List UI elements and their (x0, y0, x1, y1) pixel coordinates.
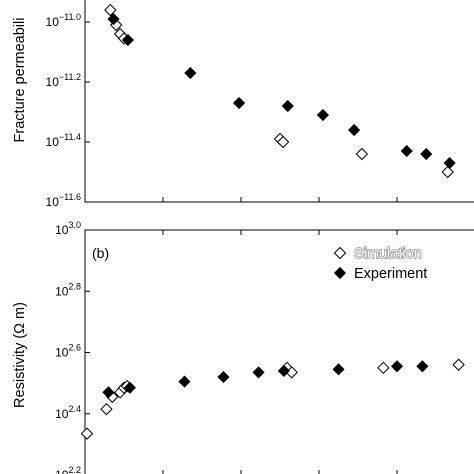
experiment-point (281, 99, 294, 113)
panel-label: (b) (92, 245, 109, 261)
experiment-point (178, 375, 191, 388)
simulation-point (100, 402, 113, 416)
y-tick-exponent: 2.6 (68, 343, 81, 353)
y-tick-base: 10 (55, 223, 69, 237)
y-tick-base: 10 (55, 284, 69, 298)
y-tick-exponent: 3.0 (68, 220, 81, 230)
experiment-point (121, 33, 134, 47)
experiment-point (232, 96, 246, 110)
y-tick-exponent: 2.4 (68, 404, 81, 414)
simulation-point (355, 147, 369, 161)
experiment-point (400, 144, 413, 158)
y-tick-exponent: −11.6 (59, 192, 81, 202)
experiment-point (416, 360, 429, 373)
y-tick-label: 102.4 (55, 404, 81, 421)
axes-frame (84, 0, 474, 203)
y-tick-base: 10 (46, 195, 60, 209)
legend-label: Experiment (354, 266, 427, 282)
y-tick-label: 10−11.2 (46, 72, 81, 89)
y-tick-exponent: −11.0 (59, 12, 81, 22)
experiment-point (332, 363, 345, 376)
y-tick-label: 103.0 (55, 220, 81, 237)
y-tick-exponent: −11.2 (59, 72, 81, 82)
experiment-point (390, 360, 404, 373)
y-axis-label: Resistivity (Ω m) (12, 302, 28, 408)
simulation-point (276, 135, 290, 149)
y-tick-label: 10−11.4 (46, 132, 81, 149)
experiment-point (102, 386, 115, 399)
y-tick-exponent: −11.4 (59, 132, 81, 142)
y-tick-base: 10 (46, 15, 60, 29)
experiment-point (443, 156, 456, 170)
legend-simulation-marker (333, 246, 347, 260)
y-tick-base: 10 (55, 468, 69, 474)
y-tick-label: 102.8 (55, 281, 81, 298)
experiment-point (184, 66, 197, 80)
y-tick-label: 102.6 (55, 343, 81, 360)
y-tick-base: 10 (55, 346, 69, 360)
legend-label: Simulation (354, 246, 422, 262)
experiment-point (420, 147, 433, 161)
y-tick-exponent: 2.2 (68, 465, 81, 474)
experiment-point (277, 364, 290, 377)
y-tick-base: 10 (46, 135, 60, 149)
experiment-point (252, 366, 265, 379)
experiment-point (123, 381, 136, 394)
experiment-point (316, 108, 329, 122)
simulation-point (80, 427, 94, 440)
experiment-point (217, 370, 230, 384)
experiment-point (107, 12, 120, 26)
simulation-point (441, 165, 454, 179)
simulation-point (452, 358, 465, 371)
y-tick-base: 10 (55, 407, 69, 421)
y-tick-base: 10 (46, 75, 60, 89)
y-axis-label: Fracture permeabili (12, 18, 28, 143)
simulation-point (104, 3, 117, 17)
simulation-point (377, 361, 390, 375)
y-tick-label: 10−11.6 (46, 192, 81, 209)
legend-experiment-marker (333, 266, 347, 280)
y-tick-exponent: 2.8 (68, 281, 81, 291)
y-tick-label: 10−11.0 (46, 12, 81, 29)
experiment-point (348, 123, 361, 137)
y-tick-label: 102.2 (55, 465, 81, 474)
